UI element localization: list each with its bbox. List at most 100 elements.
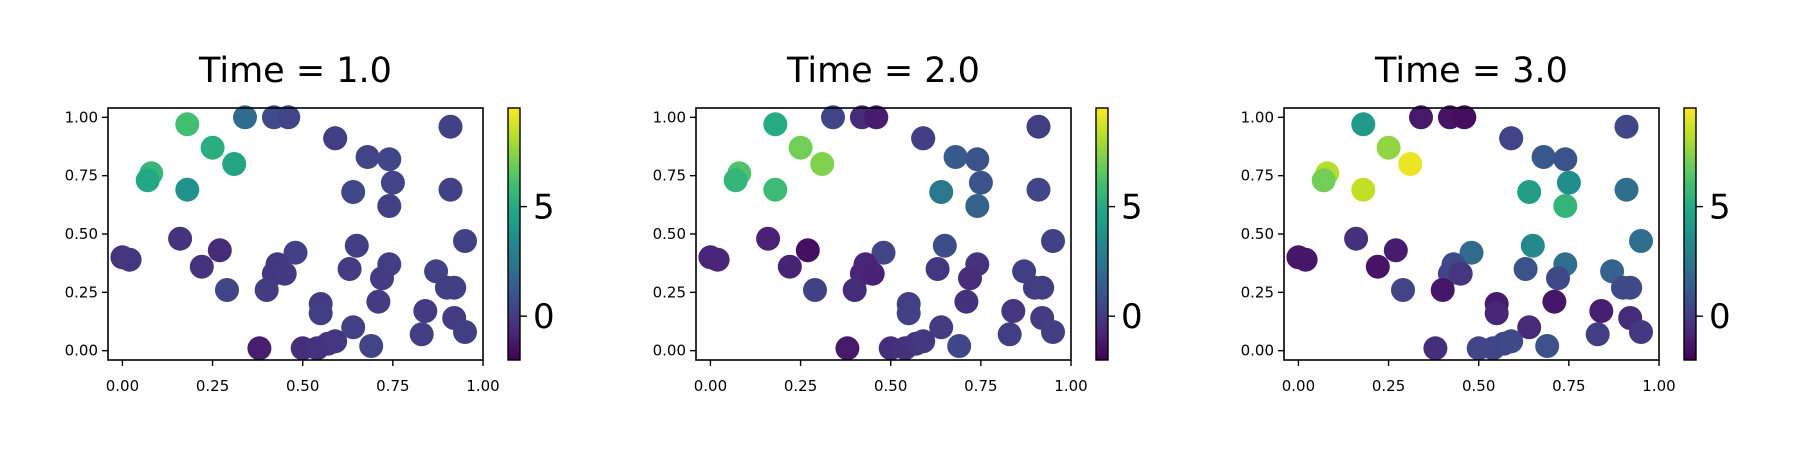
scatter-point [723,168,748,193]
scatter-point [207,238,232,263]
scatter-point [1629,229,1653,253]
scatter-point [1531,145,1556,169]
scatter-point [777,254,802,279]
panel-title: Time = 2.0 [786,51,980,91]
scatter-point [1398,152,1423,176]
x-tick-label: 0.50 [1462,377,1495,395]
x-tick-label: 1.00 [1054,377,1087,395]
scatter-point [222,152,247,176]
scatter-point [1311,168,1336,193]
scatter-point [803,278,827,302]
x-tick-label: 0.00 [694,377,727,395]
scatter-point [1499,126,1524,151]
scatter-point [929,315,954,340]
scatter-point [821,105,845,130]
scatter-point [453,229,477,253]
colorbar-tick-label: 0 [1121,297,1143,337]
scatter-point [453,320,477,344]
scatter-point [1629,320,1653,344]
scatter-point [1499,329,1524,354]
scatter-point [189,254,214,279]
scatter-point [965,194,990,218]
scatter-point [1589,299,1614,323]
y-tick-label: 0.75 [65,167,98,185]
y-tick-label: 1.00 [653,108,686,126]
scatter-point [932,233,957,258]
scatter-point [810,152,835,176]
scatter-point [117,247,142,272]
scatter-point [1026,114,1051,139]
y-tick-label: 1.00 [1241,108,1274,126]
scatter-point [1001,299,1026,323]
scatter-point [1484,301,1509,326]
y-tick-label: 0.75 [1241,167,1274,185]
scatter-point [308,301,333,326]
x-tick-label: 0.25 [1372,377,1405,395]
scatter-point [377,147,402,172]
scatter-point [442,275,467,300]
x-tick-label: 0.25 [196,377,229,395]
scatter-point [929,180,954,204]
scatter-point [215,278,239,302]
colorbar-tick-label: 5 [1709,188,1731,228]
scatter-point [1423,336,1448,361]
scatter-point [276,105,301,130]
y-tick-label: 0.00 [653,342,686,360]
scatter-point [341,180,366,204]
y-tick-label: 1.00 [65,108,98,126]
scatter-point [1376,135,1401,160]
scatter-point [1448,261,1473,286]
scatter-point [175,112,200,137]
scatter-point [1517,315,1542,340]
scatter-point [705,247,730,272]
scatter-point [1452,105,1477,130]
x-tick-label: 0.75 [1552,377,1585,395]
x-tick-label: 0.50 [286,377,319,395]
scatter-point [1517,180,1542,204]
scatter-point [1391,278,1415,302]
scatter-panel-2: Time = 2.0 0.00 0.25 0.50 0.75 1.00 0.00 0.25 0.… [653,51,1143,395]
colorbar-tick-label: 0 [533,297,555,337]
scatter-point [359,334,384,358]
scatter-point [1383,238,1408,263]
scatter-point [283,240,308,265]
scatter-point [864,105,889,130]
scatter-point [1293,247,1318,272]
scatter-point [835,336,860,361]
scatter-point [1542,289,1567,314]
scatter-point [1614,114,1639,139]
x-tick-label: 1.00 [466,377,499,395]
scatter-point [323,126,348,151]
y-tick-label: 0.50 [65,225,98,243]
scatter-point [366,289,391,314]
scatter-point [860,261,885,286]
scatter-point [947,334,972,358]
scatter-point [323,329,348,354]
scatter-point [1535,334,1560,358]
scatter-point [175,177,200,202]
colorbar-tick-label: 0 [1709,297,1731,337]
scatter-point [1459,240,1484,265]
scatter-point [1344,226,1369,251]
x-tick-label: 0.75 [376,377,409,395]
scatter-point [965,147,990,172]
scatter-point [911,329,936,354]
y-tick-label: 0.00 [65,342,98,360]
scatter-point [168,226,193,251]
scatter-point [1614,177,1639,202]
scatter-point [842,278,867,302]
scatter-point [1365,254,1390,279]
y-tick-label: 0.50 [653,225,686,243]
scatter-point [954,289,979,314]
x-tick-label: 0.25 [784,377,817,395]
scatter-point [997,322,1022,347]
scatter-point [247,336,272,361]
scatter-panel-1: Time = 1.0 0.00 0.25 0.50 0.75 1.00 0.00 0.25 0.… [65,51,555,395]
scatter-point [233,105,257,130]
colorbar [1095,107,1109,361]
scatter-point [409,322,434,347]
scatter-point [943,145,968,169]
y-tick-label: 0.75 [653,167,686,185]
x-tick-label: 0.50 [874,377,907,395]
scatter-point [763,177,788,202]
